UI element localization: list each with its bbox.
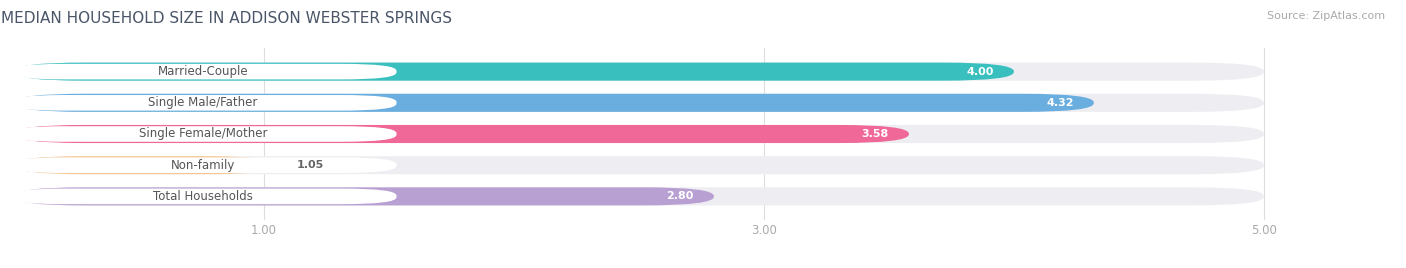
Text: Total Households: Total Households [153,190,253,203]
FancyBboxPatch shape [8,64,396,79]
FancyBboxPatch shape [14,63,1014,81]
Text: 4.00: 4.00 [966,67,994,77]
FancyBboxPatch shape [8,189,396,204]
Text: MEDIAN HOUSEHOLD SIZE IN ADDISON WEBSTER SPRINGS: MEDIAN HOUSEHOLD SIZE IN ADDISON WEBSTER… [0,11,451,26]
FancyBboxPatch shape [14,187,714,205]
Text: Married-Couple: Married-Couple [157,65,247,78]
Text: 1.05: 1.05 [297,160,323,170]
Text: Single Female/Mother: Single Female/Mother [139,128,267,140]
Text: Single Male/Father: Single Male/Father [148,96,257,109]
Text: 3.58: 3.58 [862,129,889,139]
FancyBboxPatch shape [14,63,1264,81]
FancyBboxPatch shape [14,187,1264,205]
FancyBboxPatch shape [14,156,1264,174]
FancyBboxPatch shape [8,157,396,173]
Text: 4.32: 4.32 [1046,98,1074,108]
Text: 2.80: 2.80 [666,191,695,201]
Text: Non-family: Non-family [170,159,235,172]
FancyBboxPatch shape [8,95,396,111]
FancyBboxPatch shape [14,125,1264,143]
FancyBboxPatch shape [8,126,396,142]
FancyBboxPatch shape [14,94,1094,112]
FancyBboxPatch shape [14,156,277,174]
FancyBboxPatch shape [14,125,908,143]
Text: Source: ZipAtlas.com: Source: ZipAtlas.com [1267,11,1385,21]
FancyBboxPatch shape [14,94,1264,112]
